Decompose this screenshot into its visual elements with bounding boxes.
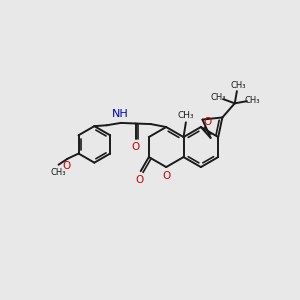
Text: CH₃: CH₃ (230, 81, 246, 90)
Text: CH₃: CH₃ (210, 93, 226, 102)
Text: O: O (204, 117, 212, 127)
Text: O: O (62, 160, 70, 171)
Text: CH₃: CH₃ (51, 168, 66, 177)
Text: NH: NH (112, 110, 128, 119)
Text: CH₃: CH₃ (244, 96, 260, 105)
Text: CH₃: CH₃ (178, 111, 194, 120)
Text: O: O (163, 171, 171, 181)
Text: O: O (135, 175, 143, 184)
Text: O: O (131, 142, 140, 152)
